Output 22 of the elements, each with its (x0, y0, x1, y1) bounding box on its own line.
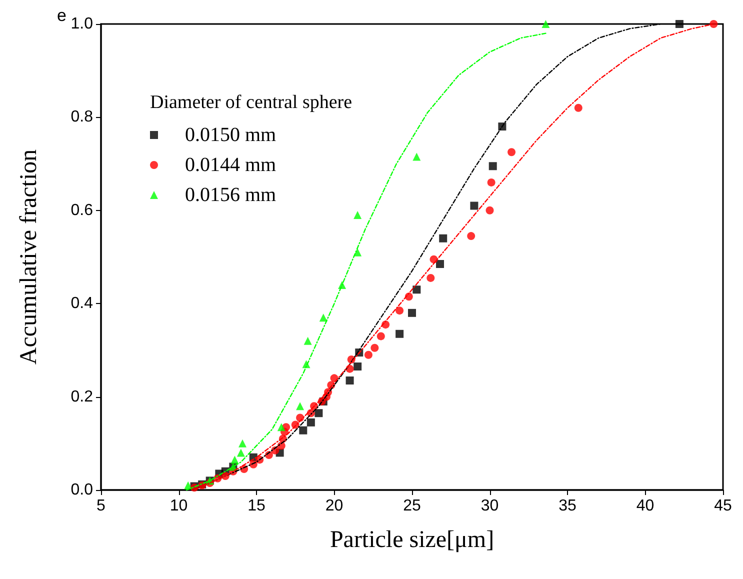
y-tick-label: 0.6 (70, 202, 94, 219)
x-axis-title: Particle size[μm] (330, 527, 494, 553)
y-tick-label: 1.0 (70, 16, 94, 32)
y-tick-label: 0.4 (70, 295, 94, 312)
y-tick-label: 0.8 (70, 108, 94, 126)
legend-label: 0.0156 mm (185, 184, 277, 206)
x-tick-label: 30 (480, 498, 499, 514)
x-tick-label: 40 (636, 498, 654, 514)
x-tick-label: 15 (248, 498, 266, 514)
legend-label: 0.0150 mm (185, 124, 277, 146)
legend-title: Diameter of central sphere (150, 92, 352, 113)
legend-label: 0.0144 mm (185, 154, 277, 176)
x-tick-label: 35 (558, 498, 576, 514)
x-tick-label: 20 (325, 498, 344, 514)
text: e (57, 6, 66, 25)
x-tick-label: 25 (403, 498, 421, 514)
x-tick-label: 45 (714, 498, 732, 514)
y-tick-label: 0.0 (70, 482, 94, 498)
x-tick-label: 10 (170, 498, 188, 514)
y-axis-title: Accumulative fraction (16, 149, 42, 365)
x-tick-label: 5 (96, 498, 106, 514)
y-tick-label: 0.2 (70, 388, 94, 406)
